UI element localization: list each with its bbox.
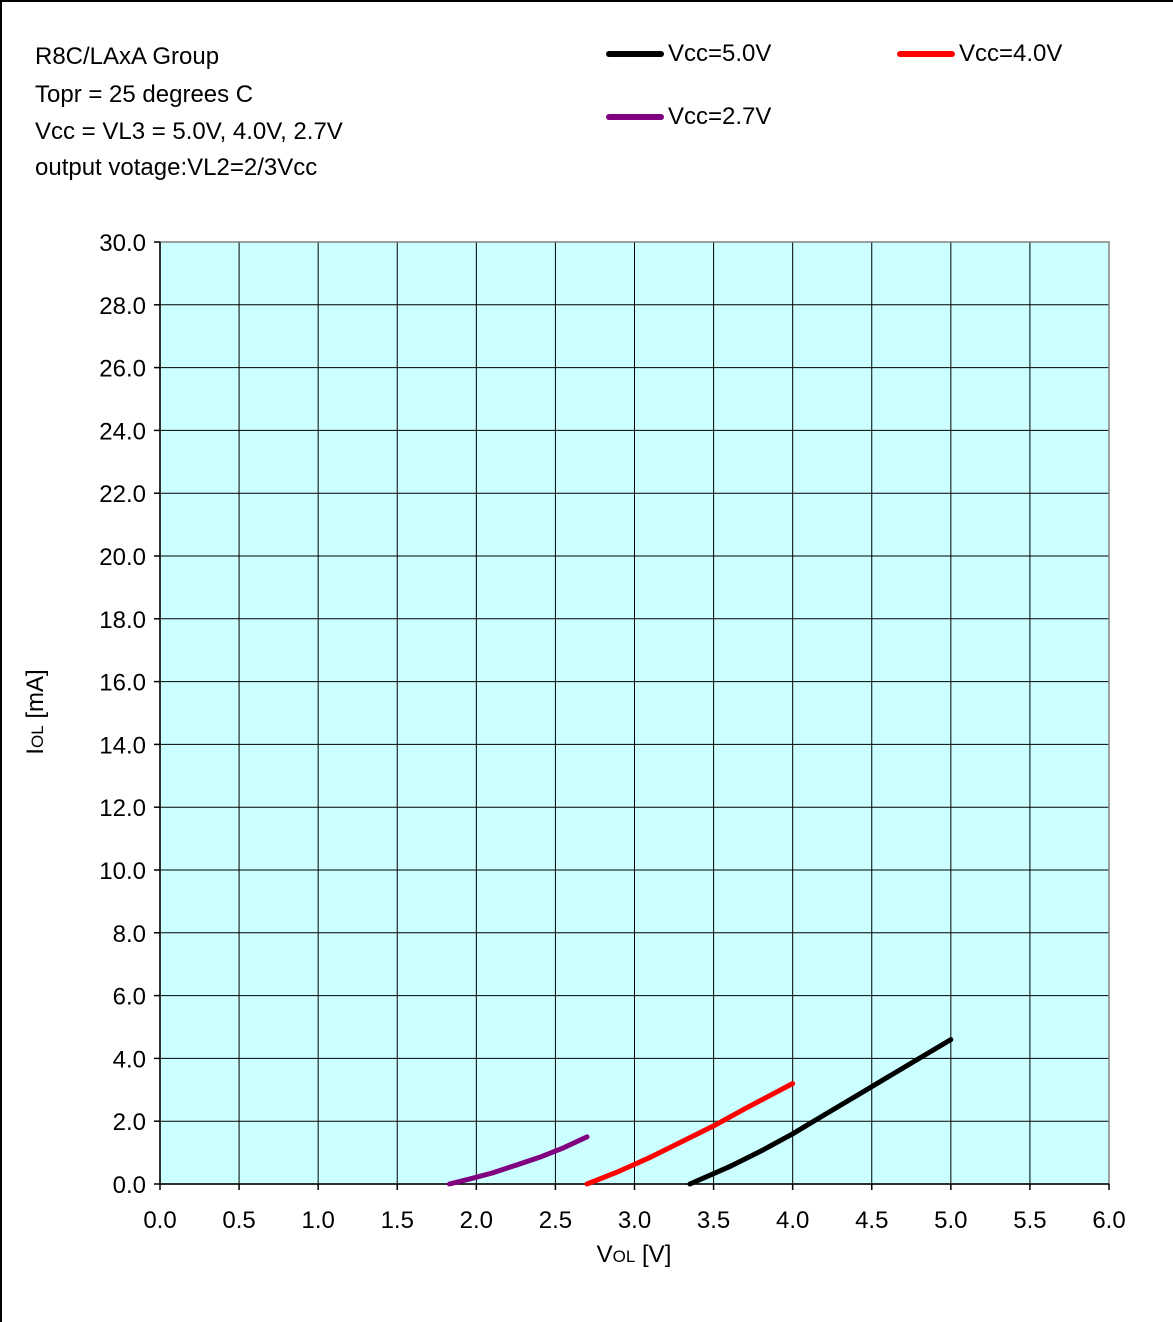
y-tick-label: 22.0 [99,481,146,508]
legend-label-vcc-4v: Vcc=4.0V [959,40,1063,67]
legend-item-vcc-4v: Vcc=4.0V [897,40,1062,68]
x-tick-label: 0.0 [143,1207,176,1234]
y-tick-label: 28.0 [99,293,146,320]
y-tick-label: 6.0 [113,984,146,1011]
series-line-2 [446,1134,590,1187]
series-line-0 [687,1037,954,1187]
x-tick-label: 5.5 [1013,1207,1046,1234]
y-tick-label: 18.0 [99,607,146,634]
note-line-2: Topr = 25 degrees C [35,81,254,108]
y-axis-title-sub: OL [28,725,47,748]
y-tick-label: 2.0 [113,1109,146,1136]
note-line-4: output votage:VL2=2/3Vcc [35,154,318,181]
x-axis-title-main: V [597,1241,613,1268]
x-tick-label: 6.0 [1092,1207,1125,1234]
y-tick-label: 12.0 [99,795,146,822]
legend-swatch-vcc-4v [897,51,955,57]
y-axis-title-unit: [mA] [22,669,49,725]
note-line-3: Vcc = VL3 = 5.0V, 4.0V, 2.7V [35,118,343,145]
x-tick-label: 3.5 [697,1207,730,1234]
x-tick-label: 5.0 [934,1207,967,1234]
x-tick-label: 1.5 [381,1207,414,1234]
legend-swatch-vcc-5v [606,51,664,57]
note-line-1: R8C/LAxA Group [35,43,220,70]
y-tick-label: 10.0 [99,858,146,885]
legend-swatch-vcc-2-7v [606,114,664,120]
series-line-1 [584,1081,796,1187]
x-axis-title-sub: OL [613,1247,636,1266]
y-tick-label: 26.0 [99,356,146,383]
legend-item-vcc-2-7v: Vcc=2.7V [606,103,771,131]
y-tick-label: 20.0 [99,544,146,571]
y-tick-label: 8.0 [113,921,146,948]
x-tick-label: 0.5 [222,1207,255,1234]
legend-label-vcc-2-7v: Vcc=2.7V [668,103,772,130]
y-tick-label: 30.0 [99,230,146,257]
y-tick-label: 0.0 [113,1172,146,1199]
x-tick-label: 4.5 [855,1207,888,1234]
y-tick-label: 4.0 [113,1046,146,1073]
y-axis-title-main: I [22,748,49,755]
y-tick-label: 14.0 [99,732,146,759]
x-tick-label: 2.0 [460,1207,493,1234]
y-axis-title: IOL [mA] [22,669,49,754]
y-tick-label: 16.0 [99,670,146,697]
x-tick-label: 3.0 [618,1207,651,1234]
legend-item-vcc-5v: Vcc=5.0V [606,40,771,68]
legend-label-vcc-5v: Vcc=5.0V [668,40,772,67]
x-tick-label: 4.0 [776,1207,809,1234]
x-tick-label: 2.5 [539,1207,572,1234]
x-axis-title-unit: [V] [635,1241,671,1268]
x-axis-title: VOL [V] [597,1241,672,1268]
y-tick-label: 24.0 [99,418,146,445]
x-tick-label: 1.0 [301,1207,334,1234]
